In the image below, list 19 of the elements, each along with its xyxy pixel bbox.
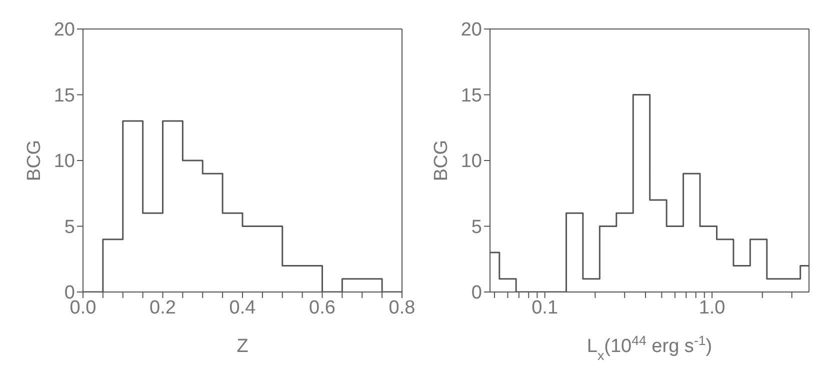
y-tick-label: 10 <box>54 151 75 172</box>
y-tick-label: 5 <box>64 216 75 238</box>
x-axis-title: Z <box>236 336 249 357</box>
y-axis-title: BCG <box>24 140 45 182</box>
y-tick-label: 5 <box>471 216 482 238</box>
x-tick-label: 0.6 <box>309 297 336 318</box>
x-tick-label: 0.2 <box>150 297 176 318</box>
x-tick-label: 0.4 <box>229 297 256 318</box>
y-tick-label: 0 <box>471 282 482 304</box>
x-tick-label: 0.1 <box>532 297 558 318</box>
x-axis-title: L$_{x}$(10$^{44}$ erg s$^{-1}$) <box>586 332 712 362</box>
x-tick-label: 1.0 <box>698 297 726 318</box>
y-tick-label: 10 <box>460 151 482 172</box>
x-tick-label: 0.8 <box>388 297 416 318</box>
y-tick-label: 20 <box>54 20 75 41</box>
y-axis-title: BCG <box>431 140 452 182</box>
y-tick-label: 20 <box>460 20 482 41</box>
y-tick-label: 15 <box>460 85 482 106</box>
y-tick-label: 15 <box>54 85 75 106</box>
